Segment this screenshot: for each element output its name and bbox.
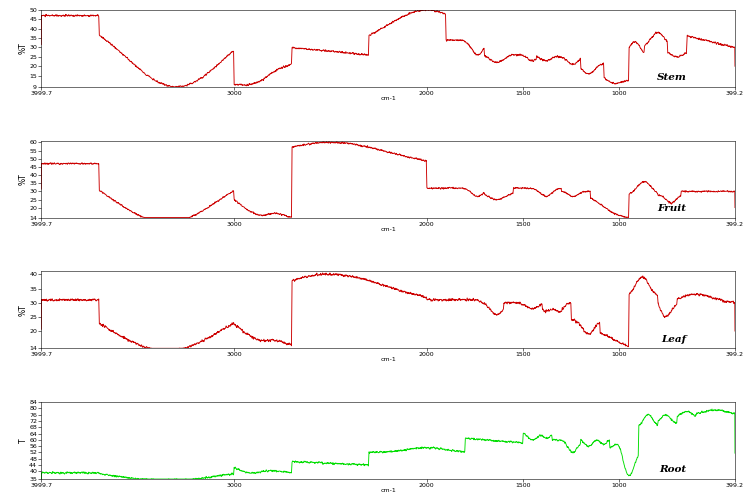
Y-axis label: %T: %T xyxy=(19,42,28,54)
Text: Leaf: Leaf xyxy=(662,335,686,344)
Y-axis label: %T: %T xyxy=(19,173,28,185)
Text: Stem: Stem xyxy=(656,73,686,82)
X-axis label: cm-1: cm-1 xyxy=(380,227,396,232)
Y-axis label: %T: %T xyxy=(19,304,28,316)
X-axis label: cm-1: cm-1 xyxy=(380,357,396,362)
Y-axis label: T: T xyxy=(19,438,28,443)
X-axis label: cm-1: cm-1 xyxy=(380,488,396,493)
Text: Root: Root xyxy=(659,466,686,475)
X-axis label: cm-1: cm-1 xyxy=(380,96,396,101)
Text: Fruit: Fruit xyxy=(658,204,686,213)
